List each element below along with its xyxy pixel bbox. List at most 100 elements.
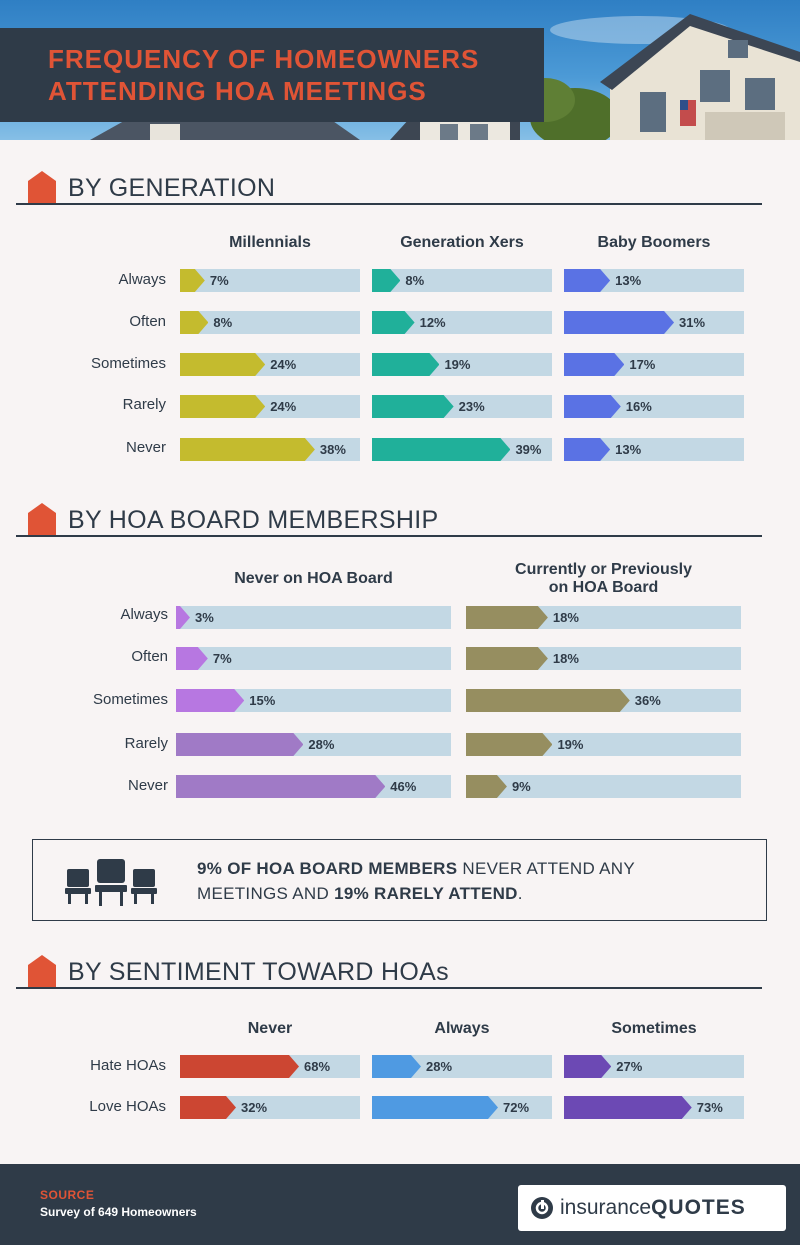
bar-value-label: 24% bbox=[270, 357, 297, 372]
bar bbox=[372, 1055, 421, 1078]
bar-track: 16% bbox=[564, 395, 744, 418]
bar-track: 12% bbox=[372, 311, 552, 334]
callout-box: 9% OF HOA BOARD MEMBERS NEVER ATTEND ANY… bbox=[32, 839, 767, 921]
bar-track: 73% bbox=[564, 1096, 744, 1119]
bar bbox=[564, 269, 610, 292]
bar-track: 28% bbox=[176, 733, 451, 756]
bar-track: 46% bbox=[176, 775, 451, 798]
row-label: Never bbox=[127, 777, 168, 794]
bar bbox=[176, 775, 385, 798]
house-icon bbox=[28, 503, 56, 537]
bar-value-label: 23% bbox=[458, 399, 485, 414]
bar-track: 17% bbox=[564, 353, 744, 376]
row-label: Often bbox=[129, 313, 166, 330]
bar-track: 19% bbox=[372, 353, 552, 376]
bar bbox=[466, 775, 507, 798]
bar-track: 7% bbox=[176, 647, 451, 670]
bar-track: 36% bbox=[466, 689, 741, 712]
col-head-board-line2: on HOA Board bbox=[548, 579, 659, 596]
bar-track: 28% bbox=[372, 1055, 552, 1078]
bar-track: 31% bbox=[564, 311, 744, 334]
bar-value-label: 68% bbox=[304, 1059, 331, 1074]
logo-badge[interactable]: insuranceQUOTES bbox=[518, 1185, 786, 1231]
bar-track: 8% bbox=[372, 269, 552, 292]
bar-value-label: 12% bbox=[419, 315, 446, 330]
bar-track: 27% bbox=[564, 1055, 744, 1078]
title-line-1: FREQUENCY OF HOMEOWNERS bbox=[48, 44, 480, 74]
section-rule bbox=[16, 535, 762, 537]
bar bbox=[564, 353, 624, 376]
bar-value-label: 72% bbox=[503, 1100, 530, 1115]
callout-line-2-end: . bbox=[517, 884, 523, 903]
house-icon bbox=[28, 171, 56, 205]
header-banner: FREQUENCY OF HOMEOWNERS ATTENDING HOA ME… bbox=[0, 0, 800, 140]
bar bbox=[372, 438, 510, 461]
row-label: Love HOAs bbox=[89, 1098, 166, 1115]
bar-track: 18% bbox=[466, 606, 741, 629]
bar-track: 38% bbox=[180, 438, 360, 461]
bar-track: 8% bbox=[180, 311, 360, 334]
bar bbox=[180, 269, 205, 292]
bar-value-label: 18% bbox=[552, 651, 579, 666]
bar-value-label: 31% bbox=[679, 315, 706, 330]
bar-track: 13% bbox=[564, 269, 744, 292]
bar-value-label: 27% bbox=[616, 1059, 643, 1074]
callout-line-1-rest: NEVER ATTEND ANY bbox=[457, 859, 636, 878]
bar bbox=[466, 733, 552, 756]
bar-value-label: 9% bbox=[511, 779, 531, 794]
bar bbox=[466, 606, 548, 629]
logo-word-2: QUOTES bbox=[651, 1196, 746, 1219]
bar-value-label: 16% bbox=[625, 399, 652, 414]
bar bbox=[564, 395, 621, 418]
bar bbox=[180, 353, 265, 376]
bar-track: 23% bbox=[372, 395, 552, 418]
bar bbox=[180, 1055, 299, 1078]
bar-track: 24% bbox=[180, 395, 360, 418]
bar-track: 13% bbox=[564, 438, 744, 461]
bar bbox=[564, 1055, 611, 1078]
section-rule bbox=[16, 203, 762, 205]
section-title-sentiment: BY SENTIMENT TOWARD HOAs bbox=[68, 958, 449, 986]
bar bbox=[372, 311, 415, 334]
bar bbox=[564, 1096, 692, 1119]
bar bbox=[176, 606, 190, 629]
col-head-sometimes: Sometimes bbox=[611, 1020, 697, 1037]
bar bbox=[372, 395, 454, 418]
source-text: Survey of 649 Homeowners bbox=[40, 1205, 197, 1219]
section-title-board: BY HOA BOARD MEMBERSHIP bbox=[68, 506, 439, 534]
bar bbox=[180, 311, 208, 334]
bar-track: 18% bbox=[466, 647, 741, 670]
bar-value-label: 19% bbox=[444, 357, 471, 372]
bar-value-label: 28% bbox=[308, 737, 335, 752]
row-label: Hate HOAs bbox=[90, 1057, 166, 1074]
bar-value-label: 28% bbox=[426, 1059, 453, 1074]
callout-line-2-start: MEETINGS AND bbox=[197, 884, 335, 903]
source-label: SOURCE bbox=[40, 1188, 95, 1202]
bar-track: 15% bbox=[176, 689, 451, 712]
col-head-millennials: Millennials bbox=[229, 234, 311, 251]
callout-line-2: MEETINGS AND 19% RARELY ATTEND. bbox=[197, 884, 523, 904]
title-line-2: ATTENDING HOA MEETINGS bbox=[48, 76, 427, 106]
bar bbox=[466, 647, 548, 670]
bar-value-label: 24% bbox=[270, 399, 297, 414]
bar-value-label: 13% bbox=[615, 273, 642, 288]
bar-value-label: 7% bbox=[209, 273, 229, 288]
title-box: FREQUENCY OF HOMEOWNERS ATTENDING HOA ME… bbox=[0, 28, 544, 122]
bar-value-label: 38% bbox=[319, 442, 346, 457]
bar-value-label: 7% bbox=[212, 651, 232, 666]
logo-wordmark: insuranceQUOTES bbox=[560, 1196, 746, 1220]
bar bbox=[176, 647, 208, 670]
col-head-never: Never bbox=[247, 1020, 293, 1037]
bar-value-label: 3% bbox=[195, 610, 214, 625]
bar bbox=[372, 269, 400, 292]
bar-value-label: 36% bbox=[634, 693, 661, 708]
bar-value-label: 32% bbox=[241, 1100, 268, 1115]
bar bbox=[564, 438, 610, 461]
bar bbox=[180, 1096, 236, 1119]
section-rule bbox=[16, 987, 762, 989]
house-icon bbox=[28, 955, 56, 989]
callout-line-1-bold: 9% OF HOA BOARD MEMBERS bbox=[197, 859, 458, 878]
bar-track: 9% bbox=[466, 775, 741, 798]
bar-value-label: 13% bbox=[615, 442, 642, 457]
bar-track: 19% bbox=[466, 733, 741, 756]
